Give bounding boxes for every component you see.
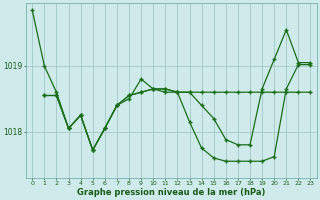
X-axis label: Graphe pression niveau de la mer (hPa): Graphe pression niveau de la mer (hPa) <box>77 188 266 197</box>
